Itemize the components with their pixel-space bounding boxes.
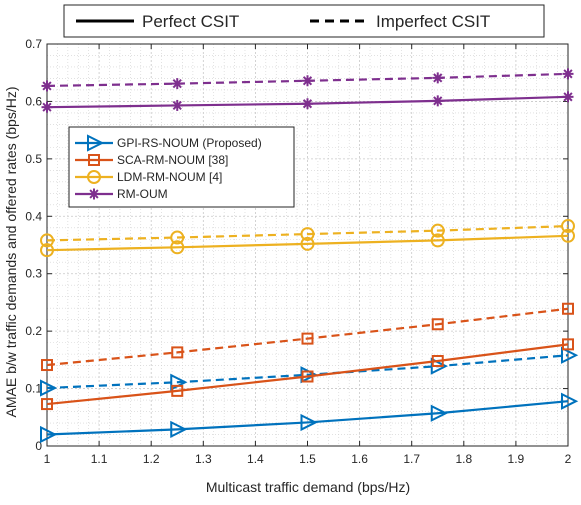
series <box>40 68 579 444</box>
data-point <box>88 188 100 200</box>
y-tick-label: 0.7 <box>25 37 42 51</box>
y-tick-label: 0.4 <box>25 209 42 223</box>
data-point <box>562 302 574 315</box>
data-point <box>561 392 579 410</box>
legend-entry: RM-OUM <box>75 187 168 201</box>
data-point <box>171 346 184 359</box>
data-point <box>431 355 444 368</box>
x-axis-label: Multicast traffic demand (bps/Hz) <box>206 479 410 495</box>
x-tick-label: 1.7 <box>403 452 420 466</box>
data-point <box>40 243 54 258</box>
y-axis-label: AMAE b/w traffic demands and offered rat… <box>3 87 19 418</box>
csit-legend: Perfect CSIT Imperfect CSIT <box>63 4 545 38</box>
x-tick-label: 1.3 <box>195 452 212 466</box>
series-path <box>46 343 569 406</box>
series-line <box>41 338 574 411</box>
data-point <box>562 68 574 80</box>
x-tick-label: 1.5 <box>299 452 316 466</box>
x-tick-label: 1.8 <box>455 452 472 466</box>
data-point <box>430 404 448 422</box>
legend-entry: GPI-RS-NOUM (Proposed) <box>75 134 262 152</box>
csit-legend-box <box>63 4 545 38</box>
data-point <box>430 233 445 248</box>
y-tick-label: 0.1 <box>25 382 42 396</box>
data-point <box>430 223 445 238</box>
data-point <box>562 91 574 103</box>
series-line <box>40 219 575 248</box>
y-tick-label: 0.2 <box>25 324 42 338</box>
data-point <box>88 154 100 166</box>
series-path <box>46 234 569 252</box>
data-point <box>170 240 185 255</box>
x-tick-label: 1.1 <box>91 452 108 466</box>
series-line <box>40 392 579 444</box>
data-point <box>432 72 444 84</box>
csit-legend-label: Perfect CSIT <box>142 12 239 31</box>
data-point <box>431 318 444 331</box>
data-point <box>171 78 183 90</box>
x-tick-label: 1.2 <box>143 452 160 466</box>
data-point <box>300 413 318 432</box>
data-point <box>302 75 313 87</box>
series-line <box>41 68 574 92</box>
data-point <box>41 101 53 113</box>
series-path <box>46 307 569 367</box>
legend-entry: SCA-RM-NOUM [38] <box>75 153 228 167</box>
series-line <box>41 91 574 113</box>
x-tick-label: 1.6 <box>351 452 368 466</box>
data-point <box>301 370 314 383</box>
data-point <box>87 170 101 184</box>
y-tick-label: 0.5 <box>25 152 42 166</box>
data-point <box>170 420 188 438</box>
data-point <box>41 80 53 92</box>
data-point <box>41 398 53 411</box>
y-tick-label: 0.6 <box>25 94 42 108</box>
x-tick-label: 1.4 <box>247 452 264 466</box>
data-point <box>40 425 58 444</box>
data-point <box>87 134 105 152</box>
data-point <box>40 233 54 248</box>
data-point <box>561 228 575 243</box>
data-point <box>302 98 313 110</box>
axes: 1 1.1 1.2 1.3 1.4 1.5 1.6 1.7 1.8 1.9 2 0 0.1 0.2 0.3 0… <box>25 37 571 466</box>
series-line <box>41 302 574 372</box>
legend-label: GPI-RS-NOUM (Proposed) <box>117 136 262 150</box>
data-point <box>300 236 315 251</box>
data-point <box>561 346 579 364</box>
legend-label: RM-OUM <box>117 187 168 201</box>
x-tick-label: 1.9 <box>508 452 525 466</box>
data-point <box>562 338 574 351</box>
data-point <box>170 230 185 245</box>
data-point <box>432 95 444 107</box>
x-tick-label: 2 <box>565 452 572 466</box>
csit-legend-label: Imperfect CSIT <box>376 12 490 31</box>
series-path <box>46 224 569 242</box>
legend-label: SCA-RM-NOUM [38] <box>117 153 228 167</box>
scheme-legend: GPI-RS-NOUM (Proposed) SCA-RM-NOUM [38] LD… <box>68 126 295 208</box>
data-point <box>561 219 575 234</box>
data-point <box>40 379 58 397</box>
y-tick-label: 0.3 <box>25 267 42 281</box>
series-line <box>40 228 575 258</box>
data-point <box>301 332 314 345</box>
x-tick-label: 1 <box>44 452 51 466</box>
series-path <box>46 354 569 390</box>
y-tick-label: 0 <box>35 439 42 453</box>
series-path <box>46 400 569 436</box>
data-point <box>300 227 315 242</box>
data-point <box>41 359 53 372</box>
legend-entry: LDM-RM-NOUM [4] <box>75 170 222 184</box>
data-point <box>171 384 184 397</box>
data-point <box>171 99 183 111</box>
legend-label: LDM-RM-NOUM [4] <box>117 170 222 184</box>
